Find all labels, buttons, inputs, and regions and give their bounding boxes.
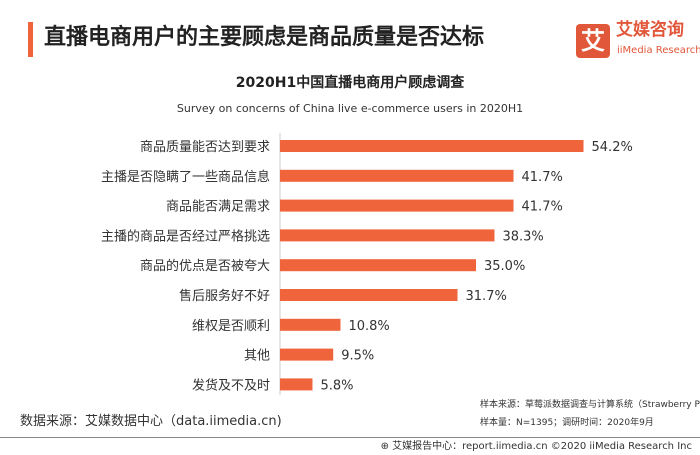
data-source: 数据来源：艾媒数据中心（data.iimedia.cn) <box>20 414 282 429</box>
chart-subtitle: Survey on concerns of China live e-comme… <box>176 102 524 115</box>
logo-icon: 艾 <box>576 24 610 58</box>
globe-icon: ⊕ <box>380 441 393 452</box>
value-label: 54.2% <box>592 140 633 155</box>
bar <box>280 229 495 242</box>
bar <box>280 259 476 272</box>
sample-source: 样本来源：草莓派数据调查与计算系统（Strawberry Pie) <box>480 400 700 410</box>
value-label: 38.3% <box>502 229 543 244</box>
title-accent-bar <box>28 22 33 57</box>
category-label: 商品的优点是否被夸大 <box>140 258 270 274</box>
value-label: 41.7% <box>522 200 563 215</box>
category-label: 售后服务好不好 <box>179 288 270 304</box>
footer-divider <box>0 437 700 438</box>
bar <box>280 289 458 301</box>
category-label: 主播的商品是否经过严格挑选 <box>101 228 270 244</box>
value-label: 10.8% <box>348 319 389 334</box>
value-label: 35.0% <box>484 259 525 274</box>
bar <box>280 348 334 361</box>
sample-size: 样本量：N=1395；调研时间：2020年9月 <box>480 418 654 428</box>
logo-text-en: iiMedia Research <box>617 45 700 56</box>
category-label: 商品能否满足需求 <box>166 200 270 215</box>
category-label: 其他 <box>244 349 270 364</box>
category-label: 发货及不及时 <box>192 377 270 393</box>
value-label: 5.8% <box>320 378 353 393</box>
bar <box>280 378 313 391</box>
bar <box>280 169 514 182</box>
bar <box>280 140 584 152</box>
report-footer: ⊕ 艾媒报告中心：report.iimedia.cn ©2020 iiMedia… <box>380 441 692 452</box>
category-label: 维权是否顺利 <box>192 318 270 334</box>
value-label: 41.7% <box>522 170 563 185</box>
category-label: 商品质量能否达到要求 <box>140 140 270 155</box>
logo-text-cn: 艾媒咨询 <box>616 20 684 40</box>
bar <box>280 199 514 212</box>
chart-title: 2020H1中国直播电商用户顾虑调查 <box>235 75 465 91</box>
bar <box>280 318 341 331</box>
value-label: 9.5% <box>341 349 374 364</box>
category-label: 主播是否隐瞒了一些商品信息 <box>101 169 270 185</box>
value-label: 31.7% <box>466 289 507 304</box>
page-title: 直播电商用户的主要顾虑是商品质量是否达标 <box>44 25 485 50</box>
